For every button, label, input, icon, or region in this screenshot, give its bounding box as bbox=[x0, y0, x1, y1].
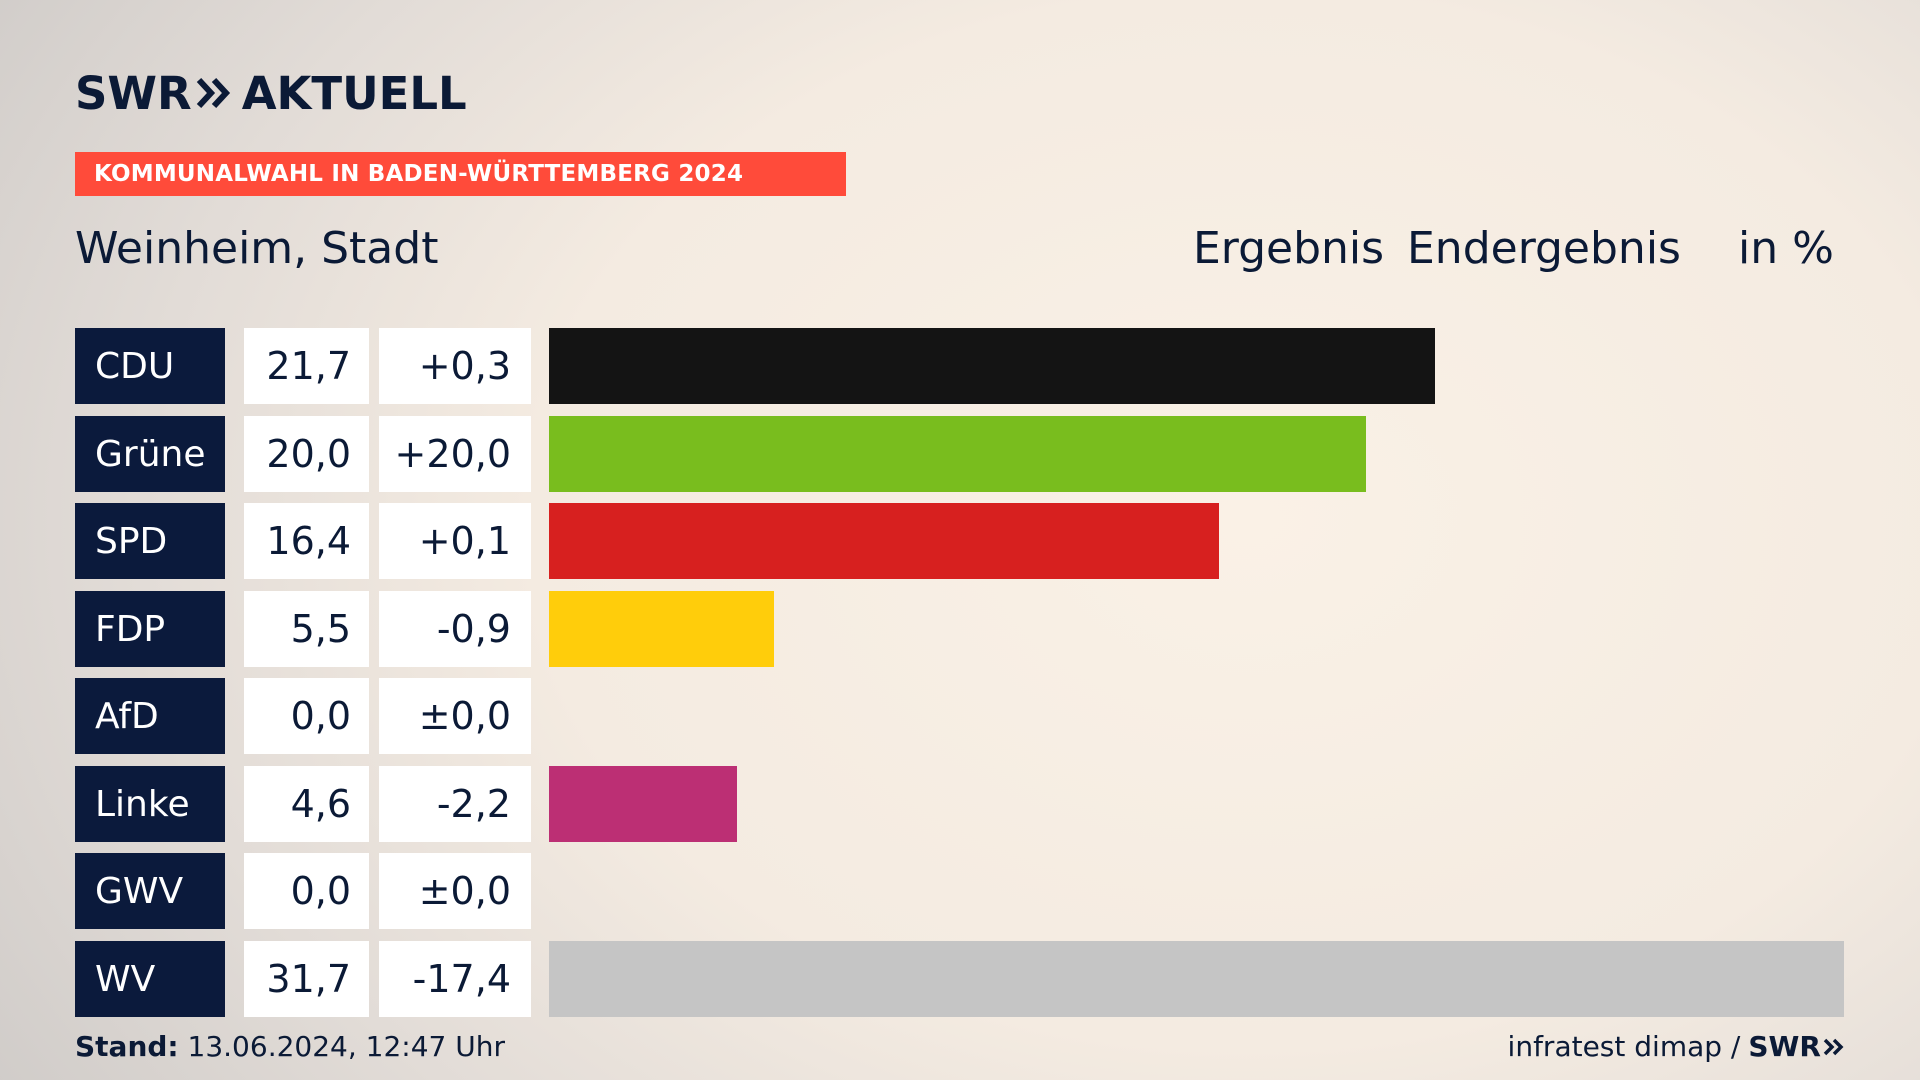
result-value: 16,4 bbox=[244, 503, 369, 579]
result-bar bbox=[549, 941, 1844, 1017]
result-bar bbox=[549, 416, 1366, 492]
result-value: 0,0 bbox=[244, 853, 369, 929]
result-diff: +0,3 bbox=[379, 328, 531, 404]
party-label: GWV bbox=[75, 853, 225, 929]
party-label: AfD bbox=[75, 678, 225, 754]
stand-label: Stand: bbox=[75, 1030, 179, 1063]
party-label: Grüne bbox=[75, 416, 225, 492]
party-label: Linke bbox=[75, 766, 225, 842]
result-bar bbox=[549, 328, 1435, 404]
place-title: Weinheim, Stadt bbox=[75, 223, 439, 274]
result-diff: -2,2 bbox=[379, 766, 531, 842]
party-label: SPD bbox=[75, 503, 225, 579]
result-diff: +20,0 bbox=[379, 416, 531, 492]
stand-value: 13.06.2024, 12:47 Uhr bbox=[187, 1030, 505, 1063]
header-ergebnis: Ergebnis bbox=[1193, 223, 1385, 274]
result-bar bbox=[549, 503, 1219, 579]
result-value: 21,7 bbox=[244, 328, 369, 404]
small-chevron-icon bbox=[1823, 1038, 1844, 1056]
result-diff: +0,1 bbox=[379, 503, 531, 579]
result-bar bbox=[549, 591, 774, 667]
swr-small-logo: SWR bbox=[1748, 1030, 1845, 1064]
source-text: infratest dimap / bbox=[1507, 1030, 1741, 1063]
result-value: 31,7 bbox=[244, 941, 369, 1017]
small-logo-text: SWR bbox=[1748, 1030, 1821, 1063]
party-label: CDU bbox=[75, 328, 225, 404]
result-value: 0,0 bbox=[244, 678, 369, 754]
election-banner: KOMMUNALWAHL IN BADEN-WÜRTTEMBERG 2024 bbox=[75, 152, 846, 196]
source-info: infratest dimap / SWR bbox=[1508, 1030, 1845, 1064]
swr-aktuell-logo: SWR AKTUELL bbox=[75, 68, 467, 118]
party-label: FDP bbox=[75, 591, 225, 667]
result-diff: ±0,0 bbox=[379, 678, 531, 754]
logo-swr-text: SWR bbox=[75, 66, 192, 120]
result-diff: ±0,0 bbox=[379, 853, 531, 929]
result-diff: -17,4 bbox=[379, 941, 531, 1017]
logo-aktuell-text: AKTUELL bbox=[241, 66, 467, 120]
header-status: Endergebnis bbox=[1407, 223, 1681, 274]
result-value: 20,0 bbox=[244, 416, 369, 492]
double-chevron-icon bbox=[196, 76, 232, 110]
party-label: WV bbox=[75, 941, 225, 1017]
result-bar bbox=[549, 766, 737, 842]
stand-info: Stand: 13.06.2024, 12:47 Uhr bbox=[75, 1030, 505, 1064]
result-value: 5,5 bbox=[244, 591, 369, 667]
result-value: 4,6 bbox=[244, 766, 369, 842]
result-diff: -0,9 bbox=[379, 591, 531, 667]
header-unit: in % bbox=[1738, 223, 1834, 274]
